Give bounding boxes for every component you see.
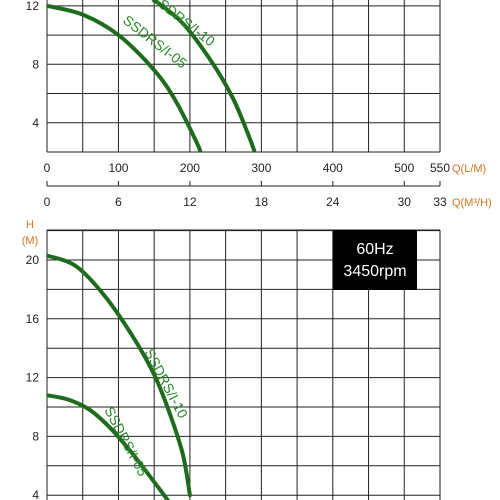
x-tick-label-m3h: 6 [115,195,122,209]
top-chart-grid [46,0,441,153]
x-tick-label-lpm: 200 [180,161,200,175]
x-tick-label-m3h: 12 [183,195,197,209]
bottom-y-tick-label: 4 [32,488,39,500]
bottom-curve-label-05: SSDRS/I-05 [101,404,151,479]
badge-rpm: 3450rpm [343,263,406,280]
x-unit-label-m3h: Q(M³/H) [452,197,492,209]
x-tick-label-m3h: 0 [44,195,51,209]
x-tick-label-m3h: 33 [433,195,447,209]
x-tick-label-m3h: 24 [326,195,340,209]
x-tick-label-m3h: 18 [255,195,269,209]
badge-frequency: 60Hz [356,241,393,258]
rpm-badge [333,230,417,290]
x-tick-label-lpm: 0 [44,161,51,175]
x-unit-label-lpm: Q(L/M) [452,163,486,175]
top-curve-ssdrs-i-05 [47,3,203,152]
y-axis-label-h: H [26,219,34,231]
x-tick-label-m3h: 30 [398,195,412,209]
bottom-curve-ssdrs-i-05 [47,393,171,500]
x-tick-label-lpm: 500 [394,161,414,175]
x-tick-label-lpm: 300 [251,161,271,175]
top-curve-ssdrs-i-10 [152,0,257,152]
bottom-y-tick-label: 16 [26,312,40,326]
bottom-y-tick-label: 12 [26,371,40,385]
y-axis-unit-m: (M) [22,235,39,247]
bottom-y-tick-label: 8 [32,429,39,443]
x-tick-label-lpm: 100 [108,161,128,175]
x-tick-label-lpm: 550 [430,161,450,175]
bottom-y-tick-label: 20 [26,253,40,267]
bottom-curve-ssdrs-i-10 [47,253,192,498]
top-y-tick-label: 8 [32,57,39,71]
top-y-tick-label: 4 [32,116,39,130]
top-y-tick-label: 12 [26,0,40,13]
x-tick-label-lpm: 400 [323,161,343,175]
